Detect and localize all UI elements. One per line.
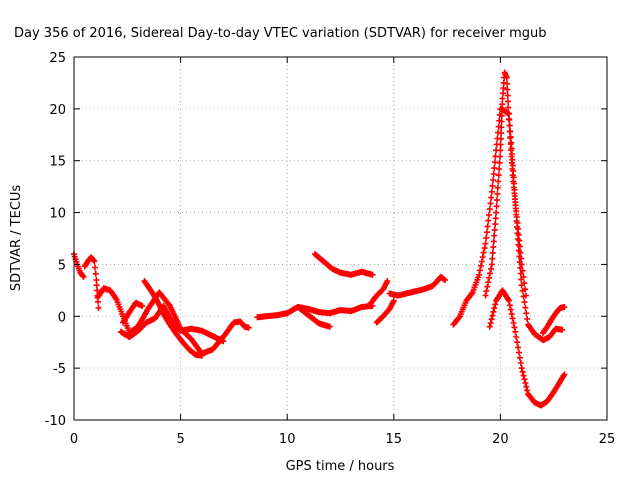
plus-markers	[482, 69, 529, 299]
axis-ticks	[73, 56, 608, 421]
plus-markers	[311, 251, 376, 278]
plus-markers	[117, 302, 227, 345]
series-prn-j	[367, 278, 391, 307]
y-tick-label: -10	[45, 414, 66, 429]
plus-markers	[120, 299, 146, 326]
plus-markers	[386, 273, 448, 299]
series-prn-m	[450, 105, 566, 344]
plus-markers	[373, 297, 397, 326]
series-prn-o	[486, 287, 568, 409]
plus-markers	[81, 254, 102, 311]
plus-markers	[294, 304, 333, 330]
y-tick-label: 5	[58, 258, 66, 273]
y-tick-labels: -10 -5 0 5 10 15 20 25	[45, 51, 66, 429]
series-prn-e	[120, 299, 146, 326]
grid-lines	[74, 57, 607, 420]
plot-frame	[73, 56, 608, 421]
series-prn-l	[386, 273, 448, 299]
plus-markers	[367, 278, 391, 307]
plus-markers	[486, 287, 568, 409]
series-prn-p	[540, 304, 568, 336]
y-tick-label: 25	[49, 51, 66, 66]
y-tick-label: -5	[53, 362, 66, 377]
series-prn-f	[141, 278, 205, 359]
x-tick-label: 5	[176, 432, 184, 447]
chart-title: Day 356 of 2016, Sidereal Day-to-day VTE…	[14, 26, 547, 41]
series-prn-k	[373, 297, 397, 326]
series-prn-b	[81, 254, 102, 311]
series-prn-i	[311, 251, 376, 278]
y-tick-label: 10	[49, 207, 66, 222]
x-tick-label: 25	[599, 432, 616, 447]
x-tick-label: 15	[386, 432, 403, 447]
data-points	[71, 69, 568, 409]
x-tick-label: 0	[70, 432, 78, 447]
plus-markers	[141, 278, 205, 359]
series-prn-n	[482, 69, 529, 299]
y-tick-label: 0	[58, 310, 66, 325]
x-tick-label: 20	[492, 432, 509, 447]
plus-markers	[450, 105, 566, 344]
x-tick-label: 10	[279, 432, 296, 447]
series-prn-d	[117, 302, 227, 345]
x-tick-labels: 0 5 10 15 20 25	[70, 432, 615, 447]
x-axis-label: GPS time / hours	[286, 459, 395, 474]
plus-markers	[540, 304, 568, 336]
series-prn-h	[294, 304, 333, 330]
y-tick-label: 15	[49, 155, 66, 170]
y-tick-label: 20	[49, 103, 66, 118]
y-axis-label: SDTVAR / TECUs	[9, 185, 24, 292]
